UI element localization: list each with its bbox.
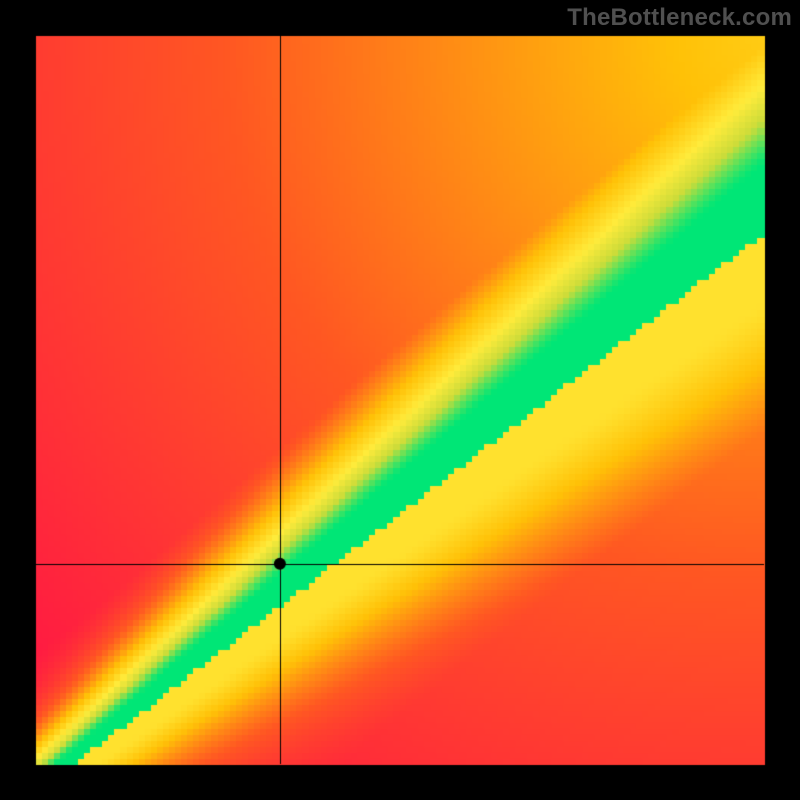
chart-frame: TheBottleneck.com: [0, 0, 800, 800]
watermark-text: TheBottleneck.com: [567, 4, 792, 32]
bottleneck-heatmap-canvas: [0, 0, 800, 800]
